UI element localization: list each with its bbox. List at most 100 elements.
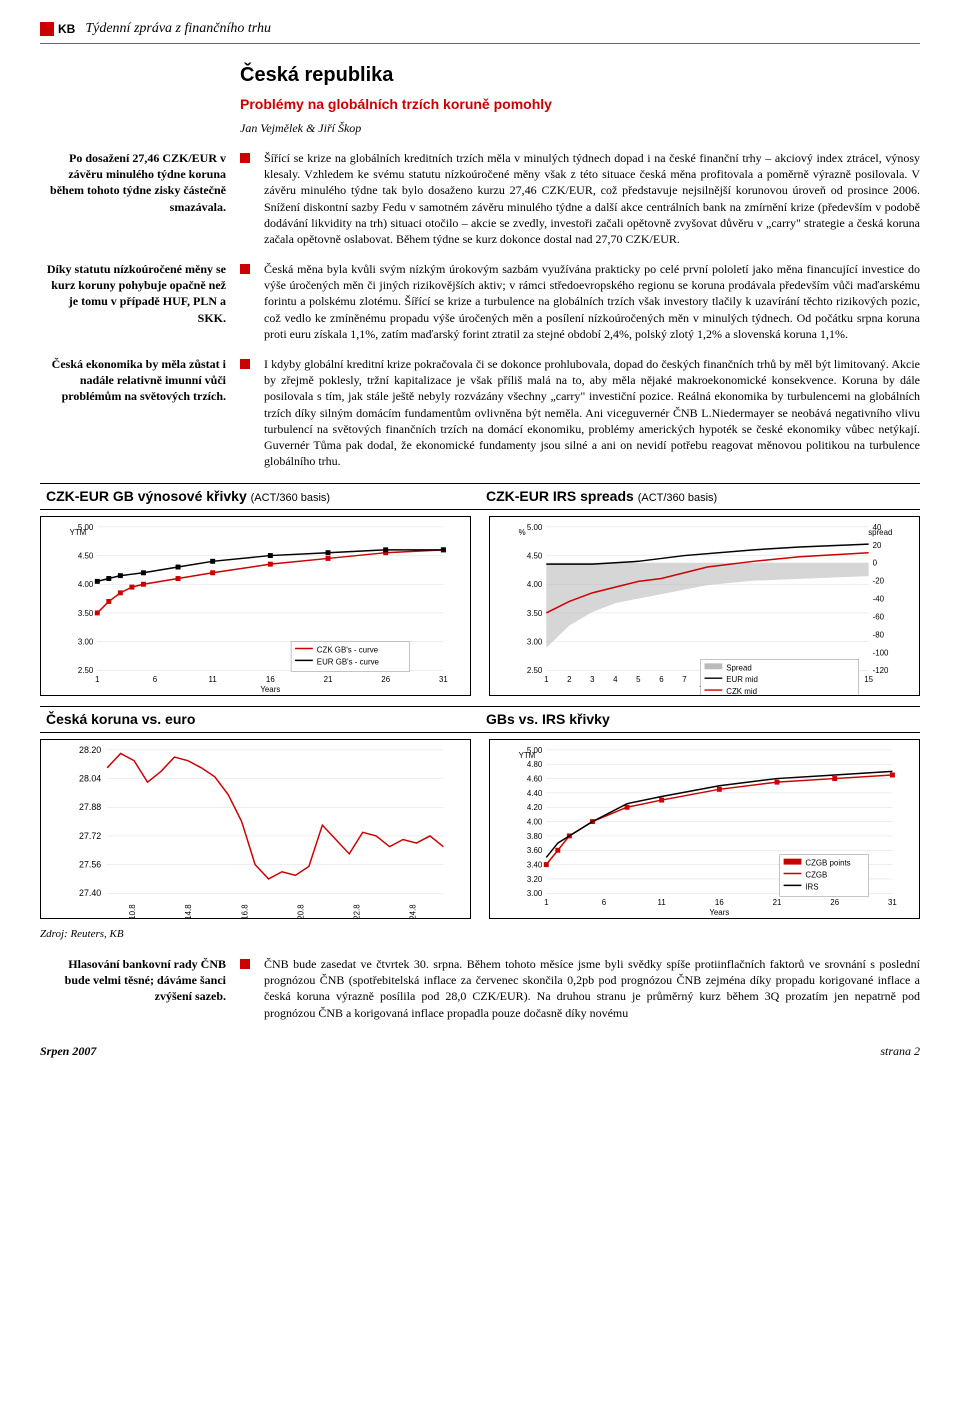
footer-date: Srpen 2007 (40, 1043, 96, 1059)
svg-text:31: 31 (888, 898, 897, 907)
para-1: Šířící se krize na globálních kreditních… (264, 150, 920, 247)
svg-text:CZGB: CZGB (805, 871, 827, 880)
svg-text:YTM: YTM (519, 751, 536, 760)
chart3-czk-eur: 27.4027.5627.7227.8828.0428.2010.814.816… (40, 739, 471, 919)
svg-text:5: 5 (636, 675, 641, 684)
chart4-title: GBs vs. IRS křivky (480, 707, 920, 732)
para-row-3: Česká ekonomika by měla zůstat i nadále … (40, 356, 920, 469)
svg-text:6: 6 (602, 898, 607, 907)
svg-text:21: 21 (324, 675, 333, 684)
country-heading: Česká republika (240, 62, 920, 89)
svg-text:2.50: 2.50 (527, 666, 543, 675)
svg-text:3.60: 3.60 (527, 846, 543, 855)
chart4-gbs-irs: 3.003.203.403.603.804.004.204.404.604.80… (489, 739, 920, 919)
charts-block: CZK-EUR GB výnosové křivky (ACT/360 basi… (40, 483, 920, 942)
para-2: Česká měna byla kvůli svým nízkým úrokov… (264, 261, 920, 342)
svg-text:3.40: 3.40 (527, 861, 543, 870)
svg-text:4.50: 4.50 (527, 552, 543, 561)
bullet-icon (240, 264, 250, 274)
chart2-title: CZK-EUR IRS spreads (ACT/360 basis) (480, 484, 920, 509)
charts-title-row-2: Česká koruna vs. euro GBs vs. IRS křivky (40, 706, 920, 733)
svg-text:%: % (519, 528, 526, 537)
svg-text:4.80: 4.80 (527, 760, 543, 769)
svg-text:4: 4 (613, 675, 618, 684)
svg-text:-40: -40 (873, 595, 885, 604)
svg-text:1: 1 (544, 675, 549, 684)
svg-text:4.60: 4.60 (527, 775, 543, 784)
chart3-title: Česká koruna vs. euro (40, 707, 480, 732)
svg-text:21: 21 (773, 898, 782, 907)
svg-text:YTM: YTM (70, 528, 87, 537)
side-note-3: Česká ekonomika by měla zůstat i nadále … (40, 356, 226, 469)
authors: Jan Vejmělek & Jiří Škop (240, 120, 920, 136)
svg-text:2.50: 2.50 (78, 666, 94, 675)
svg-text:CZGB points: CZGB points (805, 859, 850, 868)
svg-text:28.20: 28.20 (79, 745, 101, 755)
svg-text:-20: -20 (873, 577, 885, 586)
para-row-4: Hlasování bankovní rady ČNB bude velmi t… (40, 956, 920, 1021)
svg-text:CZK mid: CZK mid (726, 687, 757, 695)
svg-text:CZK GB's - curve: CZK GB's - curve (317, 646, 379, 655)
svg-text:11: 11 (658, 898, 667, 907)
svg-text:-80: -80 (873, 631, 885, 640)
svg-text:6: 6 (153, 675, 158, 684)
svg-text:EUR GB's - curve: EUR GB's - curve (317, 658, 380, 667)
svg-text:26: 26 (830, 898, 839, 907)
svg-text:14.8: 14.8 (184, 904, 193, 918)
svg-text:10.8: 10.8 (128, 904, 137, 918)
svg-text:0: 0 (873, 559, 878, 568)
svg-text:-60: -60 (873, 613, 885, 622)
svg-text:4.40: 4.40 (527, 789, 543, 798)
svg-text:spread: spread (868, 528, 892, 537)
svg-text:1: 1 (95, 675, 100, 684)
svg-text:22.8: 22.8 (352, 904, 361, 918)
svg-text:16: 16 (715, 898, 724, 907)
svg-text:3.00: 3.00 (78, 638, 94, 647)
charts-title-row: CZK-EUR GB výnosové křivky (ACT/360 basi… (40, 483, 920, 510)
svg-text:11: 11 (209, 675, 218, 684)
svg-text:16.8: 16.8 (240, 904, 249, 918)
svg-text:27.40: 27.40 (79, 888, 101, 898)
svg-text:27.56: 27.56 (79, 860, 101, 870)
svg-text:Spread: Spread (726, 664, 751, 673)
svg-text:IRS: IRS (805, 882, 818, 891)
svg-text:Years: Years (709, 908, 729, 917)
svg-text:-120: -120 (873, 666, 889, 675)
svg-text:26: 26 (381, 675, 390, 684)
para-3: I kdyby globální kreditní krize pokračov… (264, 356, 920, 469)
svg-text:28.04: 28.04 (79, 774, 101, 784)
page-footer: Srpen 2007 strana 2 (40, 1043, 920, 1059)
footer-page: strana 2 (880, 1043, 920, 1059)
svg-text:20.8: 20.8 (296, 904, 305, 918)
side-note-4: Hlasování bankovní rady ČNB bude velmi t… (40, 956, 226, 1021)
chart1-gb-yield-curves: 2.503.003.504.004.505.00161116212631YTMY… (40, 516, 471, 696)
svg-text:4.20: 4.20 (527, 803, 543, 812)
doc-header: KB Týdenní zpráva z finančního trhu (40, 20, 920, 44)
kb-logo: KB (40, 21, 75, 37)
svg-text:4.00: 4.00 (527, 818, 543, 827)
side-note-1: Po dosažení 27,46 CZK/EUR v závěru minul… (40, 150, 226, 247)
svg-text:3.00: 3.00 (527, 889, 543, 898)
svg-text:EUR mid: EUR mid (726, 675, 758, 684)
chart-source: Zdroj: Reuters, KB (40, 927, 920, 942)
para-4: ČNB bude zasedat ve čtvrtek 30. srpna. B… (264, 956, 920, 1021)
chart2-irs-spreads: 2.503.003.504.004.505.001234567891011121… (489, 516, 920, 696)
svg-text:1: 1 (544, 898, 549, 907)
bullet-icon (240, 959, 250, 969)
svg-text:4.50: 4.50 (78, 552, 94, 561)
svg-text:4.00: 4.00 (527, 580, 543, 589)
svg-text:20: 20 (873, 541, 882, 550)
chart1-title: CZK-EUR GB výnosové křivky (ACT/360 basi… (40, 484, 480, 509)
bullet-icon (240, 153, 250, 163)
side-note-2: Díky statutu nízkoúročené měny se kurz k… (40, 261, 226, 342)
svg-text:3.00: 3.00 (527, 638, 543, 647)
svg-text:3.50: 3.50 (78, 609, 94, 618)
svg-text:6: 6 (659, 675, 664, 684)
svg-text:31: 31 (439, 675, 448, 684)
svg-text:24.8: 24.8 (408, 904, 417, 918)
section-subtitle: Problémy na globálních trzích koruně pom… (240, 95, 920, 114)
report-title: Týdenní zpráva z finančního trhu (85, 20, 271, 39)
svg-text:3.80: 3.80 (527, 832, 543, 841)
para-row-1: Po dosažení 27,46 CZK/EUR v závěru minul… (40, 150, 920, 247)
svg-text:Years: Years (260, 685, 280, 694)
